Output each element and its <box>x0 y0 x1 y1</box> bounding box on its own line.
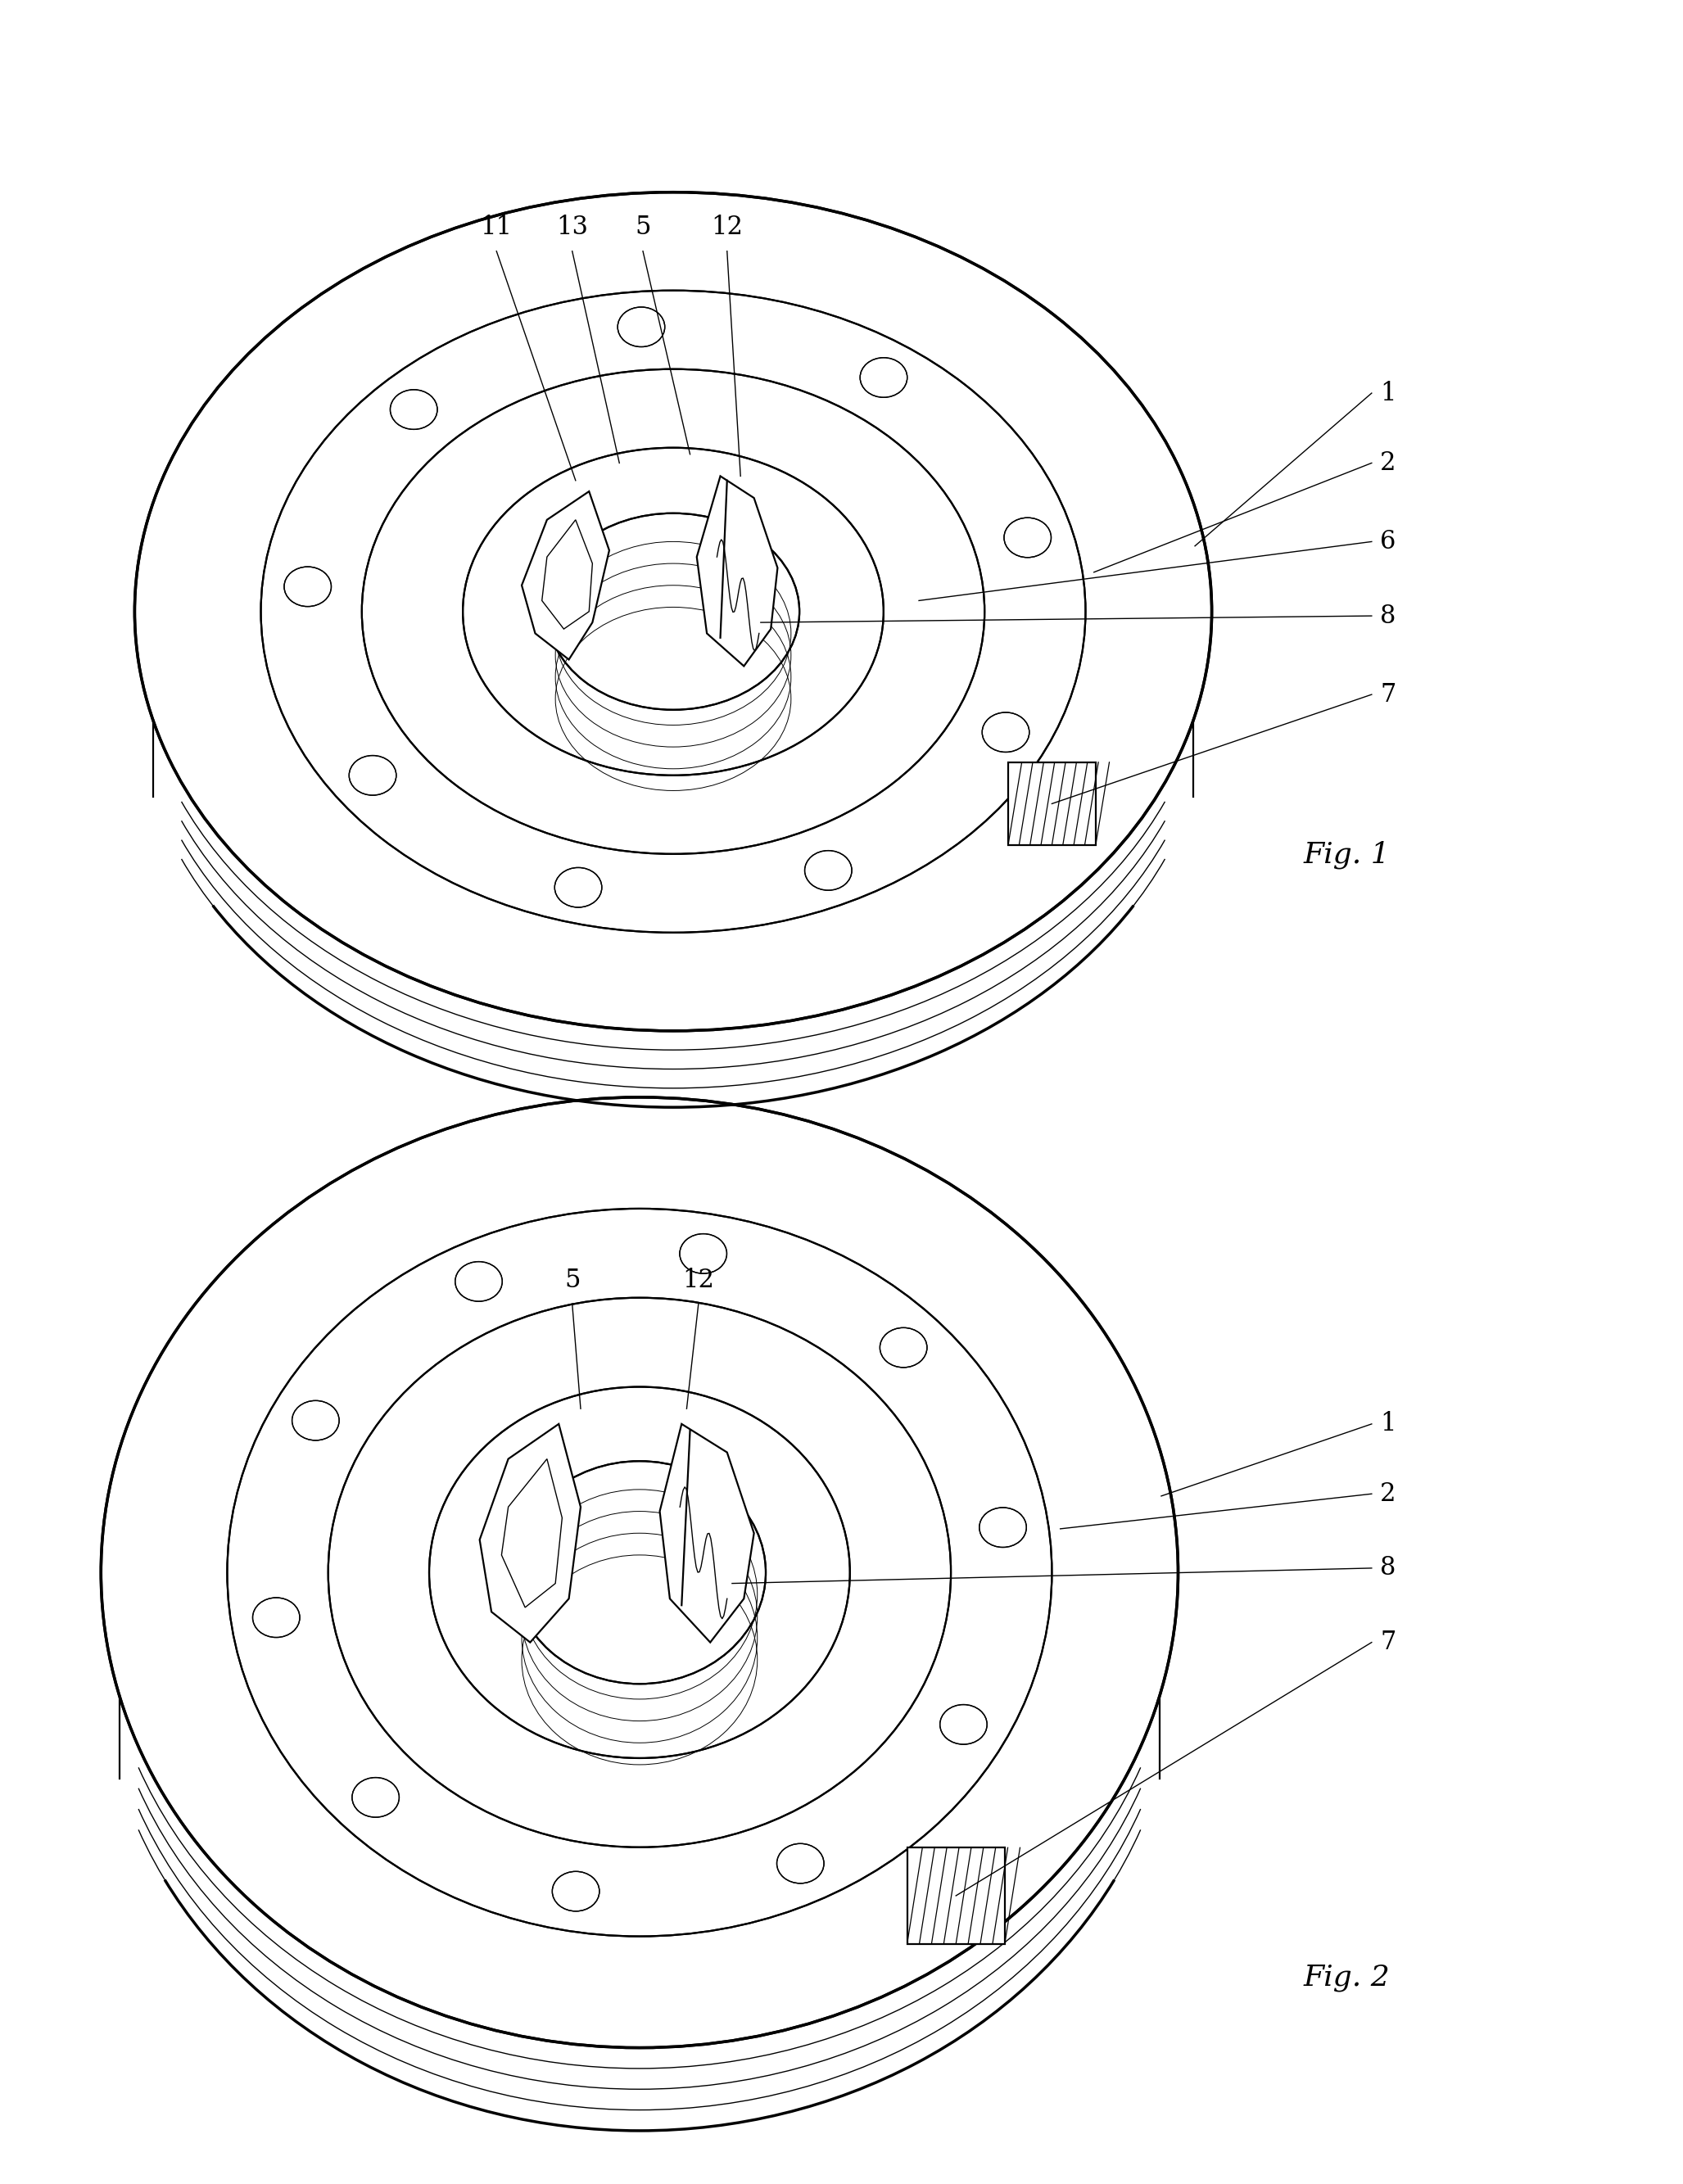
Ellipse shape <box>552 1872 599 1911</box>
Ellipse shape <box>284 568 332 607</box>
Ellipse shape <box>328 1297 951 1848</box>
Polygon shape <box>522 491 609 660</box>
Ellipse shape <box>618 308 665 347</box>
Ellipse shape <box>429 1387 850 1758</box>
Ellipse shape <box>1005 518 1052 557</box>
Ellipse shape <box>352 1778 399 1817</box>
Ellipse shape <box>555 867 603 906</box>
Ellipse shape <box>227 1208 1052 1937</box>
Text: 8: 8 <box>1380 603 1395 629</box>
Text: 5: 5 <box>564 1267 581 1293</box>
Text: 7: 7 <box>1380 1629 1395 1655</box>
Text: 8: 8 <box>1380 1555 1395 1581</box>
Text: 11: 11 <box>481 214 512 240</box>
Polygon shape <box>480 1424 581 1642</box>
Polygon shape <box>660 1424 754 1642</box>
Ellipse shape <box>135 192 1212 1031</box>
Ellipse shape <box>939 1704 986 1745</box>
Ellipse shape <box>680 1234 727 1273</box>
Ellipse shape <box>778 1843 825 1883</box>
Ellipse shape <box>348 756 396 795</box>
Text: 7: 7 <box>1380 681 1395 708</box>
Text: 1: 1 <box>1380 380 1395 406</box>
Ellipse shape <box>261 290 1086 933</box>
Ellipse shape <box>252 1599 300 1638</box>
Text: 12: 12 <box>712 214 742 240</box>
Text: 13: 13 <box>557 214 587 240</box>
Polygon shape <box>697 476 778 666</box>
Ellipse shape <box>547 513 799 710</box>
Ellipse shape <box>101 1096 1178 2049</box>
Text: 6: 6 <box>1380 529 1395 555</box>
Ellipse shape <box>513 1461 766 1684</box>
Text: 2: 2 <box>1380 450 1395 476</box>
Ellipse shape <box>390 389 438 430</box>
Ellipse shape <box>804 850 852 891</box>
Text: 5: 5 <box>634 214 651 240</box>
Ellipse shape <box>983 712 1030 751</box>
Text: 2: 2 <box>1380 1481 1395 1507</box>
Ellipse shape <box>454 1262 502 1302</box>
Text: Fig. 1: Fig. 1 <box>1303 841 1390 869</box>
Ellipse shape <box>860 358 907 397</box>
Bar <box>907 1848 1005 1944</box>
Ellipse shape <box>980 1507 1027 1546</box>
Text: Fig. 2: Fig. 2 <box>1303 1963 1390 1992</box>
Bar <box>1008 762 1096 845</box>
Ellipse shape <box>362 369 985 854</box>
Ellipse shape <box>463 448 884 775</box>
Ellipse shape <box>293 1400 340 1441</box>
Ellipse shape <box>880 1328 927 1367</box>
Text: 12: 12 <box>683 1267 714 1293</box>
Text: 1: 1 <box>1380 1411 1395 1437</box>
